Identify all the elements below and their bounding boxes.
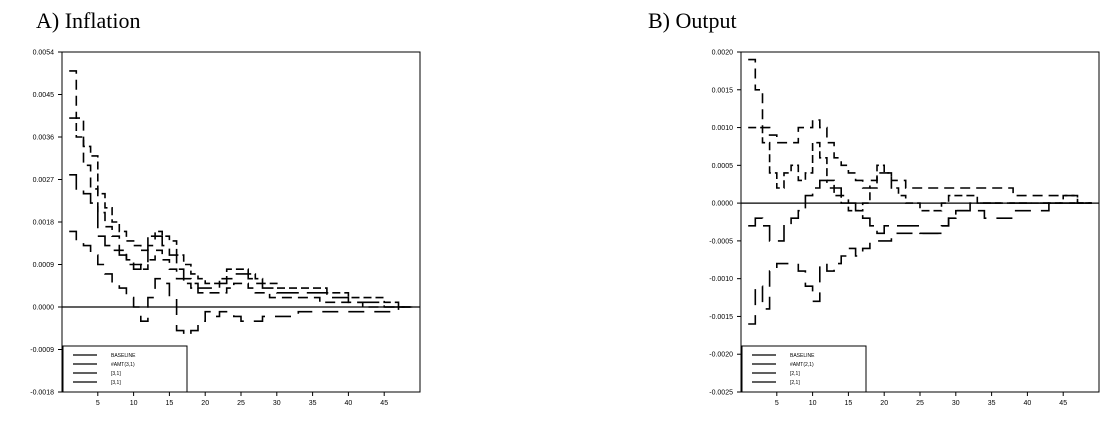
- inflation-y-tick-label: 0.0000: [33, 305, 55, 312]
- panel-b-title: B) Output: [648, 8, 737, 33]
- inflation-y-tick-label: -0.0009: [30, 347, 54, 354]
- output-y-tick-label: -0.0020: [709, 352, 733, 359]
- output-x-tick-label: 40: [1024, 400, 1032, 407]
- output-y-tick-label: 0.0010: [712, 125, 734, 132]
- output-series-line-2: [748, 202, 1092, 325]
- output-x-tick-label: 30: [952, 400, 960, 407]
- output-series-line-0: [748, 179, 1092, 242]
- output-plot-frame: [740, 51, 1100, 393]
- inflation-legend-label: [3,1]: [111, 371, 121, 377]
- output-x-tick-label: 10: [809, 400, 817, 407]
- output-legend-label: [2,1]: [790, 380, 800, 386]
- inflation-series-line-0: [69, 174, 413, 308]
- inflation-legend-label: BASELINE: [111, 353, 136, 359]
- output-legend-label: [2,1]: [790, 371, 800, 377]
- output-x-tick-label: 5: [775, 400, 779, 407]
- inflation-x-tick-label: 25: [237, 400, 245, 407]
- inflation-series-line-3: [69, 117, 413, 308]
- output-legend-label: #AMT(2,1): [790, 362, 814, 368]
- inflation-y-tick-label: 0.0036: [33, 135, 55, 142]
- inflation-x-tick-label: 35: [309, 400, 317, 407]
- panel-a-title: A) Inflation: [36, 8, 141, 33]
- inflation-x-tick-label: 10: [130, 400, 138, 407]
- inflation-y-tick-label: 0.0045: [33, 92, 55, 99]
- output-series-line-1: [748, 58, 1092, 204]
- inflation-chart: -0.0018 -0.0009 0.0000 0.0009 0.0018 0.0027 0.…: [30, 50, 421, 407]
- output-y-tick-label: 0.0020: [712, 50, 734, 57]
- output-y-tick-label: 0.0005: [712, 163, 734, 170]
- inflation-series-line-2: [69, 230, 413, 337]
- output-legend-label: BASELINE: [790, 353, 815, 359]
- output-x-tick-label: 15: [845, 400, 853, 407]
- inflation-x-tick-label: 15: [166, 400, 174, 407]
- inflation-x-tick-label: 30: [273, 400, 281, 407]
- inflation-y-tick-label: 0.0054: [33, 50, 55, 57]
- output-y-tick-label: -0.0010: [709, 276, 733, 283]
- output-y-tick-label: -0.0025: [709, 390, 733, 397]
- output-y-tick-label: -0.0005: [709, 238, 733, 245]
- inflation-y-tick-label: 0.0027: [33, 177, 55, 184]
- output-y-tick-label: 0.0000: [712, 201, 734, 208]
- output-legend: [741, 345, 867, 393]
- inflation-legend-label: [3,1]: [111, 380, 121, 386]
- inflation-x-tick-label: 5: [96, 400, 100, 407]
- inflation-legend-label: #AMT(3,1): [111, 362, 135, 368]
- inflation-y-tick-label: 0.0018: [33, 220, 55, 227]
- inflation-series-line-1: [69, 70, 413, 308]
- output-y-tick-label: 0.0015: [712, 87, 734, 94]
- inflation-y-tick-label: 0.0009: [33, 262, 55, 269]
- output-x-tick-label: 35: [988, 400, 996, 407]
- inflation-x-tick-label: 45: [380, 400, 388, 407]
- inflation-x-tick-label: 40: [345, 400, 353, 407]
- output-y-tick-label: -0.0015: [709, 314, 733, 321]
- output-x-tick-label: 25: [916, 400, 924, 407]
- output-series-line-3: [748, 126, 1092, 212]
- inflation-legend: [62, 345, 188, 393]
- inflation-x-tick-label: 20: [201, 400, 209, 407]
- output-x-tick-label: 20: [880, 400, 888, 407]
- output-x-tick-label: 45: [1059, 400, 1067, 407]
- inflation-y-tick-label: -0.0018: [30, 390, 54, 397]
- output-chart: -0.0025 -0.0020 -0.0015 -0.0010 -0.0005 0.000…: [709, 50, 1100, 407]
